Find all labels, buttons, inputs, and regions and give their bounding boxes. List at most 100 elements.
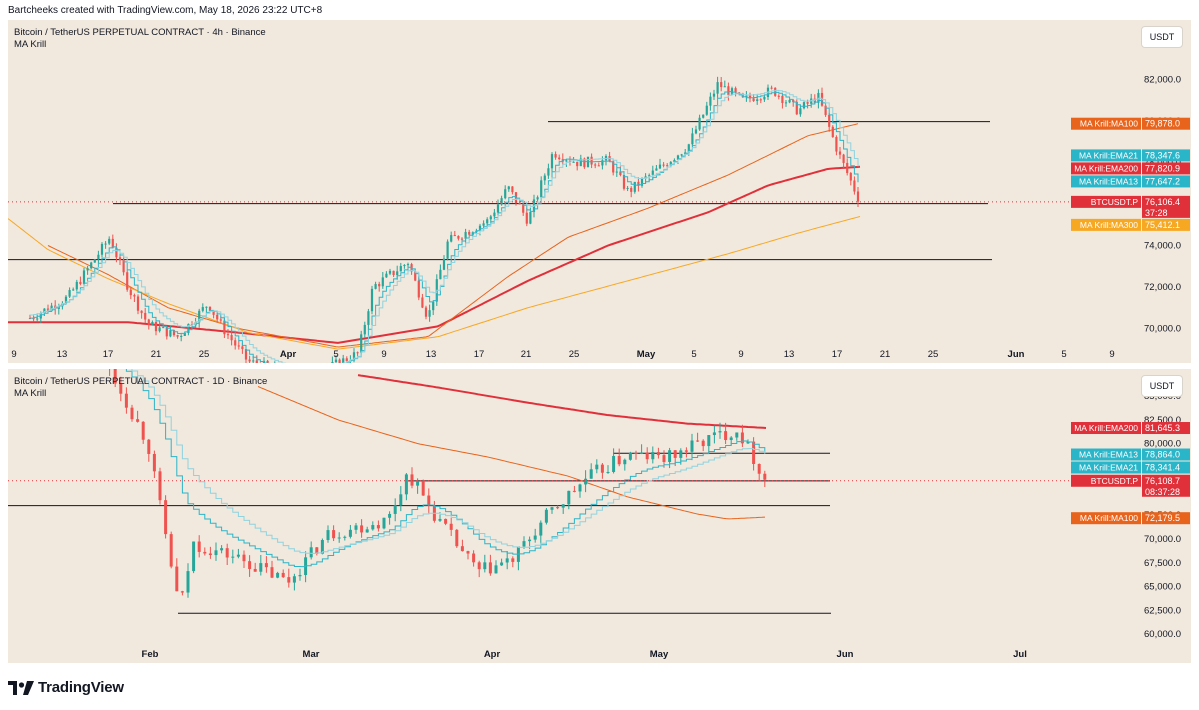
candle-body bbox=[406, 264, 410, 266]
candle-body bbox=[680, 154, 683, 156]
indicator-tag-value: 77,647.2 bbox=[1145, 176, 1180, 186]
x-tick-label: May bbox=[637, 349, 656, 360]
indicator-tag-value-bg bbox=[1142, 448, 1190, 461]
indicator-label[interactable]: MA Krill bbox=[14, 39, 47, 50]
candle-body bbox=[633, 181, 636, 192]
candle-body bbox=[511, 558, 515, 562]
y-tick-label: 65,000.0 bbox=[1144, 582, 1181, 593]
indicator-tag-label: MA Krill:EMA21 bbox=[1079, 463, 1138, 473]
candle-body bbox=[567, 490, 571, 505]
candle-body bbox=[198, 310, 201, 323]
indicator-tag-value: 75,412.1 bbox=[1145, 220, 1180, 230]
pane-separator[interactable] bbox=[8, 363, 1191, 369]
candle-body bbox=[658, 164, 662, 169]
currency-button[interactable]: USDT bbox=[1141, 375, 1183, 397]
candle-body bbox=[164, 500, 168, 535]
candle-body bbox=[556, 507, 560, 509]
tradingview-logo-icon bbox=[8, 680, 34, 695]
chart-canvas-1d[interactable]: 85,000.082,500.080,000.077,500.075,000.0… bbox=[8, 369, 1191, 663]
candle-body bbox=[320, 540, 324, 554]
indicator-tag-value-bg bbox=[1142, 162, 1190, 175]
candle-body bbox=[528, 539, 532, 542]
candle-body bbox=[276, 572, 280, 578]
candle-body bbox=[752, 441, 756, 465]
indicator-tag-value: 72,179.5 bbox=[1145, 513, 1180, 523]
candle-body bbox=[334, 359, 338, 363]
candle-body bbox=[482, 223, 485, 226]
candle-body bbox=[483, 562, 487, 570]
indicator-tag-label: MA Krill:MA300 bbox=[1080, 220, 1138, 230]
x-tick-label: 5 bbox=[333, 349, 338, 360]
candle-body bbox=[522, 204, 525, 213]
candle-body bbox=[115, 247, 118, 258]
candle-body bbox=[676, 155, 680, 160]
x-tick-label: 25 bbox=[928, 349, 939, 360]
candle-body bbox=[529, 212, 532, 224]
candle-body bbox=[223, 320, 226, 335]
candle-body bbox=[846, 162, 849, 174]
candle-body bbox=[172, 330, 176, 336]
x-tick-label: 25 bbox=[199, 349, 210, 360]
chart-pane-1d[interactable]: Bitcoin / TetherUS PERPETUAL CONTRACT · … bbox=[8, 369, 1191, 663]
indicator-tag-value: 79,878.0 bbox=[1145, 119, 1180, 129]
candle-body bbox=[727, 86, 730, 95]
price-countdown: 08:37:28 bbox=[1145, 487, 1180, 497]
candle-body bbox=[332, 530, 336, 539]
candle-body bbox=[446, 241, 449, 259]
candle-body bbox=[259, 563, 263, 572]
candle-body bbox=[734, 88, 737, 93]
candle-body bbox=[853, 180, 856, 192]
candle-body bbox=[590, 156, 593, 165]
candle-body bbox=[701, 440, 705, 447]
candle-body bbox=[126, 272, 129, 290]
tradingview-logo[interactable]: TradingView bbox=[8, 679, 124, 696]
candle-body bbox=[90, 262, 93, 269]
chart-canvas-4h[interactable]: 82,000.080,000.078,000.076,000.074,000.0… bbox=[8, 20, 1191, 363]
candle-body bbox=[550, 154, 554, 169]
x-tick-label: 9 bbox=[381, 349, 386, 360]
candle-body bbox=[427, 495, 431, 506]
candle-body bbox=[795, 101, 798, 115]
x-tick-label: 9 bbox=[738, 349, 743, 360]
candle-body bbox=[376, 525, 380, 529]
candle-body bbox=[348, 529, 352, 537]
chart-pane-4h[interactable]: Bitcoin / TetherUS PERPETUAL CONTRACT · … bbox=[8, 20, 1191, 363]
candle-body bbox=[337, 537, 341, 539]
candle-body bbox=[572, 490, 576, 492]
indicator-label[interactable]: MA Krill bbox=[14, 388, 47, 399]
x-tick-label: 17 bbox=[474, 349, 485, 360]
candle-body bbox=[169, 534, 173, 567]
candle-body bbox=[763, 97, 766, 100]
candle-body bbox=[345, 358, 348, 362]
candle-body bbox=[712, 432, 716, 436]
ema200-line bbox=[8, 165, 861, 344]
x-tick-label: Jul bbox=[1013, 649, 1027, 660]
y-tick-label: 82,000.0 bbox=[1144, 75, 1181, 86]
candle-body bbox=[331, 362, 334, 363]
candle-body bbox=[645, 452, 649, 460]
y-tick-label: 80,000.0 bbox=[1144, 439, 1181, 450]
candle-body bbox=[450, 235, 453, 242]
indicator-tag-value-bg bbox=[1142, 149, 1190, 162]
candle-body bbox=[489, 216, 492, 220]
candle-body bbox=[540, 180, 543, 198]
indicator-tag-value: 78,864.0 bbox=[1145, 450, 1180, 460]
x-tick-label: Mar bbox=[303, 649, 320, 660]
indicator-tag-label-bg bbox=[1071, 422, 1141, 435]
ma100-line bbox=[257, 386, 766, 520]
candle-body bbox=[352, 352, 356, 361]
x-tick-label: Feb bbox=[142, 649, 159, 660]
candle-body bbox=[453, 235, 456, 237]
indicator-tag-label-bg bbox=[1071, 162, 1141, 175]
candle-body bbox=[856, 191, 860, 202]
candle-body bbox=[597, 165, 600, 167]
currency-button[interactable]: USDT bbox=[1141, 26, 1183, 48]
indicator-tag-label-bg bbox=[1071, 175, 1141, 188]
candle-body bbox=[241, 346, 244, 350]
indicator-tag-value-bg bbox=[1142, 117, 1190, 130]
candle-body bbox=[68, 290, 71, 297]
x-tick-label: Apr bbox=[280, 349, 297, 360]
candle-body bbox=[472, 553, 476, 563]
candle-body bbox=[144, 312, 147, 320]
candle-body bbox=[673, 450, 677, 458]
